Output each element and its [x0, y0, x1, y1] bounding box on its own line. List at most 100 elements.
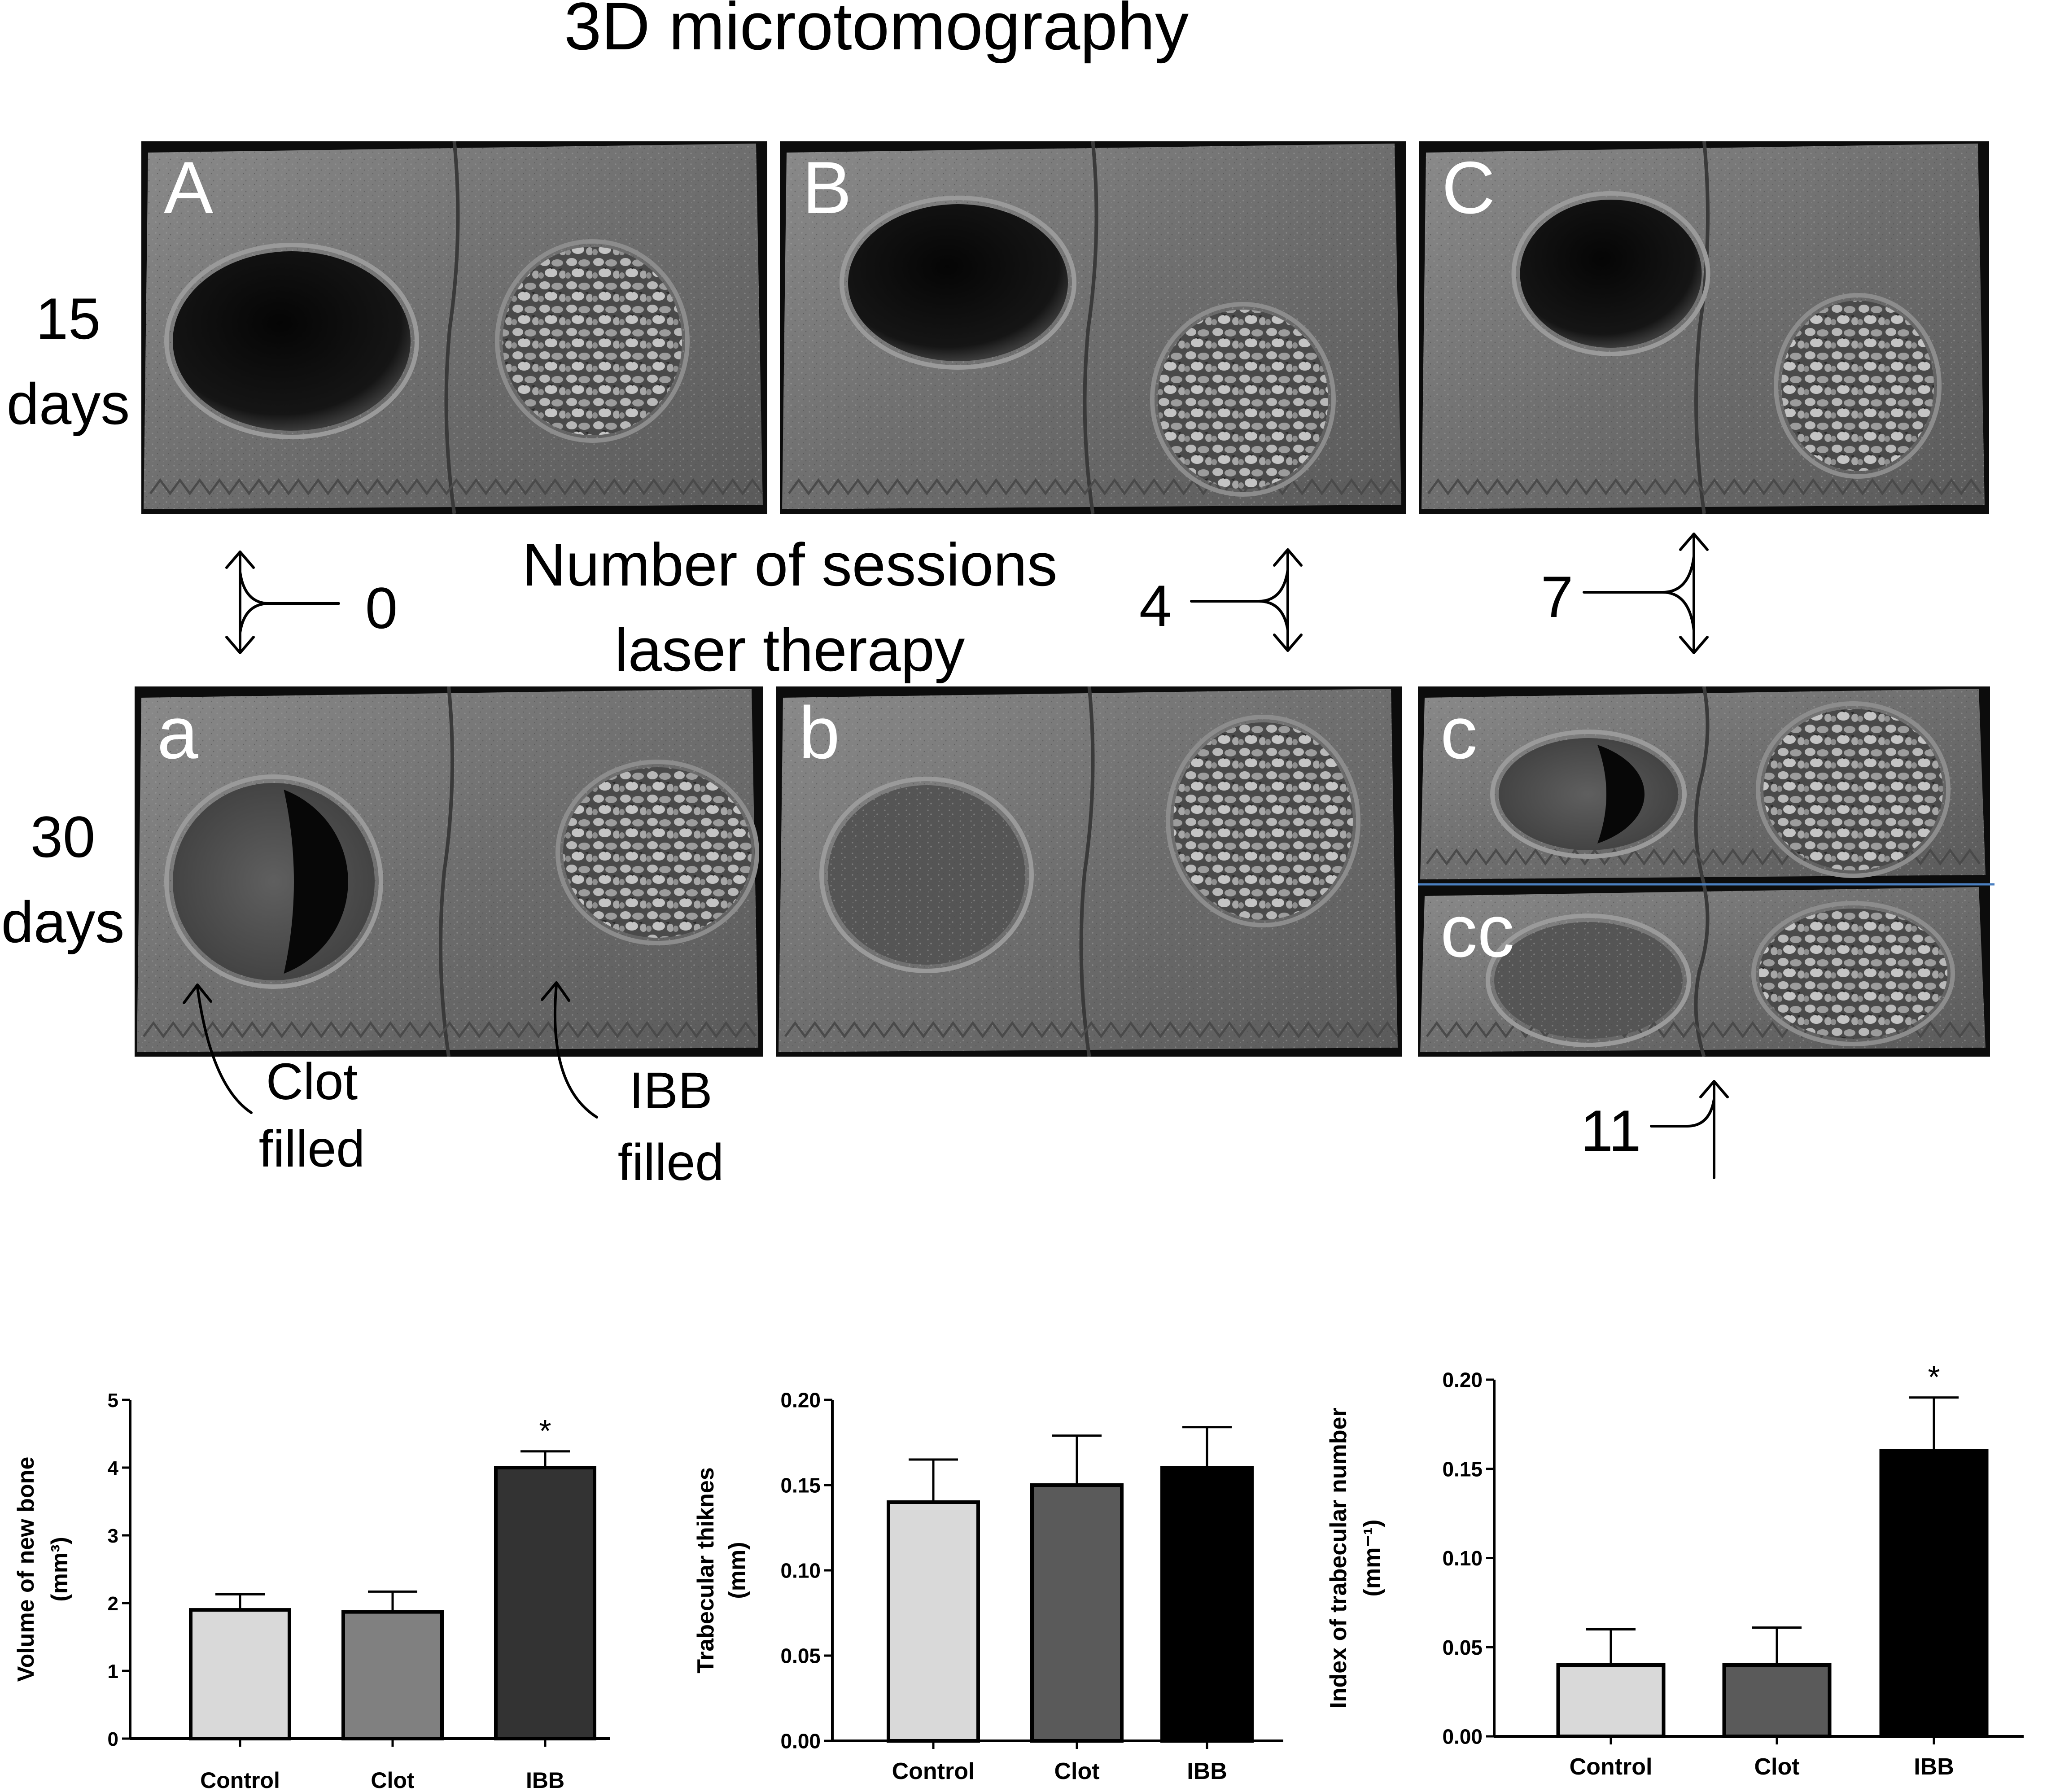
- clot-filled-arrow: [183, 983, 253, 1114]
- panel-label-b: b: [799, 691, 840, 774]
- y-axis-unit: (mm⁻¹): [1359, 1520, 1385, 1597]
- chart-1: 0 1 2 3 4 5 Control Clot IBB * Volume of new bone (…: [13, 1390, 610, 1792]
- y-tick-label: 0.00: [780, 1730, 821, 1753]
- bar-ibb: [1160, 1466, 1254, 1743]
- y-tick-label: 0.20: [780, 1389, 821, 1412]
- defect-rim-right: [1756, 701, 1951, 878]
- defect-rim-right: [1166, 715, 1360, 927]
- session-count-11: 11: [1581, 1098, 1641, 1163]
- annotation-clot-line1: Clot: [266, 1053, 358, 1110]
- significance-marker: *: [539, 1413, 551, 1448]
- session-arrow-0: [225, 551, 340, 654]
- panel-label-c: c: [1440, 691, 1478, 774]
- defect-right-granules: [1763, 709, 1943, 870]
- defect-left: [848, 204, 1068, 361]
- bar-clot: [1030, 1483, 1124, 1743]
- panel-label-cc: cc: [1440, 890, 1514, 972]
- defect-right-granules: [1173, 722, 1353, 920]
- session-count-4: 4: [1139, 573, 1172, 638]
- defect-left-texture: [1494, 922, 1683, 1039]
- session-arrow-11: [1650, 1080, 1729, 1179]
- panel-b: b: [776, 686, 1402, 1057]
- bone-suture: [1694, 141, 1710, 514]
- bar-clot: [341, 1610, 444, 1740]
- defect-rim-right: [555, 760, 759, 945]
- y-tick-label: 0.05: [780, 1644, 821, 1668]
- y-tick-label: 0: [108, 1728, 118, 1750]
- defect-rim-right: [1774, 293, 1942, 479]
- defect-rim-left: [1511, 191, 1710, 356]
- panel-B: B: [780, 141, 1406, 514]
- panel-label-C: C: [1442, 146, 1495, 229]
- bar-control: [189, 1608, 291, 1741]
- y-tick-label: 2: [108, 1593, 118, 1615]
- bone-suture: [439, 686, 454, 1057]
- category-label-ibb: IBB: [526, 1768, 564, 1792]
- y-axis-unit: (mm): [724, 1542, 750, 1599]
- chart-2: 0.00 0.05 0.10 0.15 0.20 Control Clot IBB Trabec…: [693, 1389, 1283, 1784]
- y-tick-label: 0.00: [1442, 1725, 1483, 1748]
- y-tick-label: 0.10: [780, 1559, 821, 1582]
- defect-rim-left: [164, 774, 383, 989]
- panel-c: c: [1418, 686, 1990, 884]
- bone-suture: [1694, 686, 1710, 884]
- bar-ibb: [494, 1466, 596, 1740]
- row-label-30-number: 30: [31, 804, 96, 870]
- bone-suture: [1083, 141, 1098, 514]
- bar-ibb: [1879, 1449, 1989, 1738]
- bar-charts: 0 1 2 3 4 5 Control Clot IBB * Volume of new bone (…: [13, 1359, 2024, 1792]
- y-tick-label: 5: [108, 1390, 118, 1412]
- bar-control: [887, 1500, 980, 1743]
- ibb-filled-arrow: [541, 981, 598, 1119]
- y-tick-label: 4: [108, 1457, 119, 1479]
- bone-ridges: [1427, 478, 1982, 496]
- defect-rim-left: [1486, 913, 1691, 1047]
- category-label-ibb: IBB: [1914, 1754, 1954, 1780]
- significance-marker: *: [1928, 1359, 1940, 1394]
- y-tick-label: 0.05: [1442, 1636, 1483, 1659]
- defect-left-void: [284, 790, 348, 974]
- panel-label-a: a: [157, 691, 198, 774]
- y-axis-label: Index of trabecular number: [1325, 1407, 1352, 1708]
- panel-label-A: A: [164, 146, 213, 229]
- y-tick-label: 0.20: [1442, 1368, 1483, 1392]
- y-tick-label: 3: [108, 1525, 118, 1547]
- figure-title: 3D microtomography: [564, 0, 1189, 64]
- sessions-label-line2: laser therapy: [615, 616, 965, 684]
- defect-left: [173, 251, 411, 431]
- sessions-label-line1: Number of sessions: [522, 531, 1058, 599]
- annotation-ibb-line1: IBB: [629, 1062, 712, 1119]
- session-count-7: 7: [1541, 564, 1573, 629]
- panel-C: C: [1419, 141, 1989, 514]
- panel-label-B: B: [802, 146, 852, 229]
- defect-left: [1499, 738, 1678, 850]
- defect-rim-left: [164, 243, 419, 439]
- annotation-clot-line2: filled: [259, 1120, 365, 1178]
- defect-rim-right: [495, 239, 690, 443]
- y-tick-label: 0.10: [1442, 1547, 1483, 1570]
- category-label-clot: Clot: [371, 1768, 415, 1792]
- defect-rim-left: [840, 196, 1076, 370]
- defect-rim-left: [819, 777, 1034, 973]
- bar-control: [1556, 1663, 1666, 1738]
- defect-left-texture: [828, 785, 1025, 965]
- defect-right-granules: [1158, 310, 1328, 489]
- defect-right-granules: [1759, 909, 1947, 1039]
- bone-suture: [1079, 686, 1095, 1057]
- category-label-ibb: IBB: [1187, 1758, 1227, 1784]
- annotation-ibb-line2: filled: [618, 1134, 724, 1191]
- bone-ridges: [142, 1021, 757, 1039]
- panel-cc: cc: [1418, 885, 1990, 1057]
- defect-right-granules: [1781, 301, 1934, 471]
- session-count-0: 0: [365, 575, 398, 641]
- row-label-30-unit: days: [1, 889, 125, 955]
- y-tick-label: 0.15: [1442, 1457, 1483, 1481]
- y-axis-label: Volume of new bone: [13, 1457, 39, 1682]
- defect-rim-left: [1490, 730, 1687, 859]
- y-axis-unit: (mm³): [47, 1537, 73, 1601]
- y-axis-label: Trabecular thiknes: [693, 1467, 719, 1674]
- defect-left-void: [1597, 745, 1645, 844]
- category-label-control: Control: [200, 1768, 280, 1792]
- session-arrow-7: [1583, 533, 1709, 654]
